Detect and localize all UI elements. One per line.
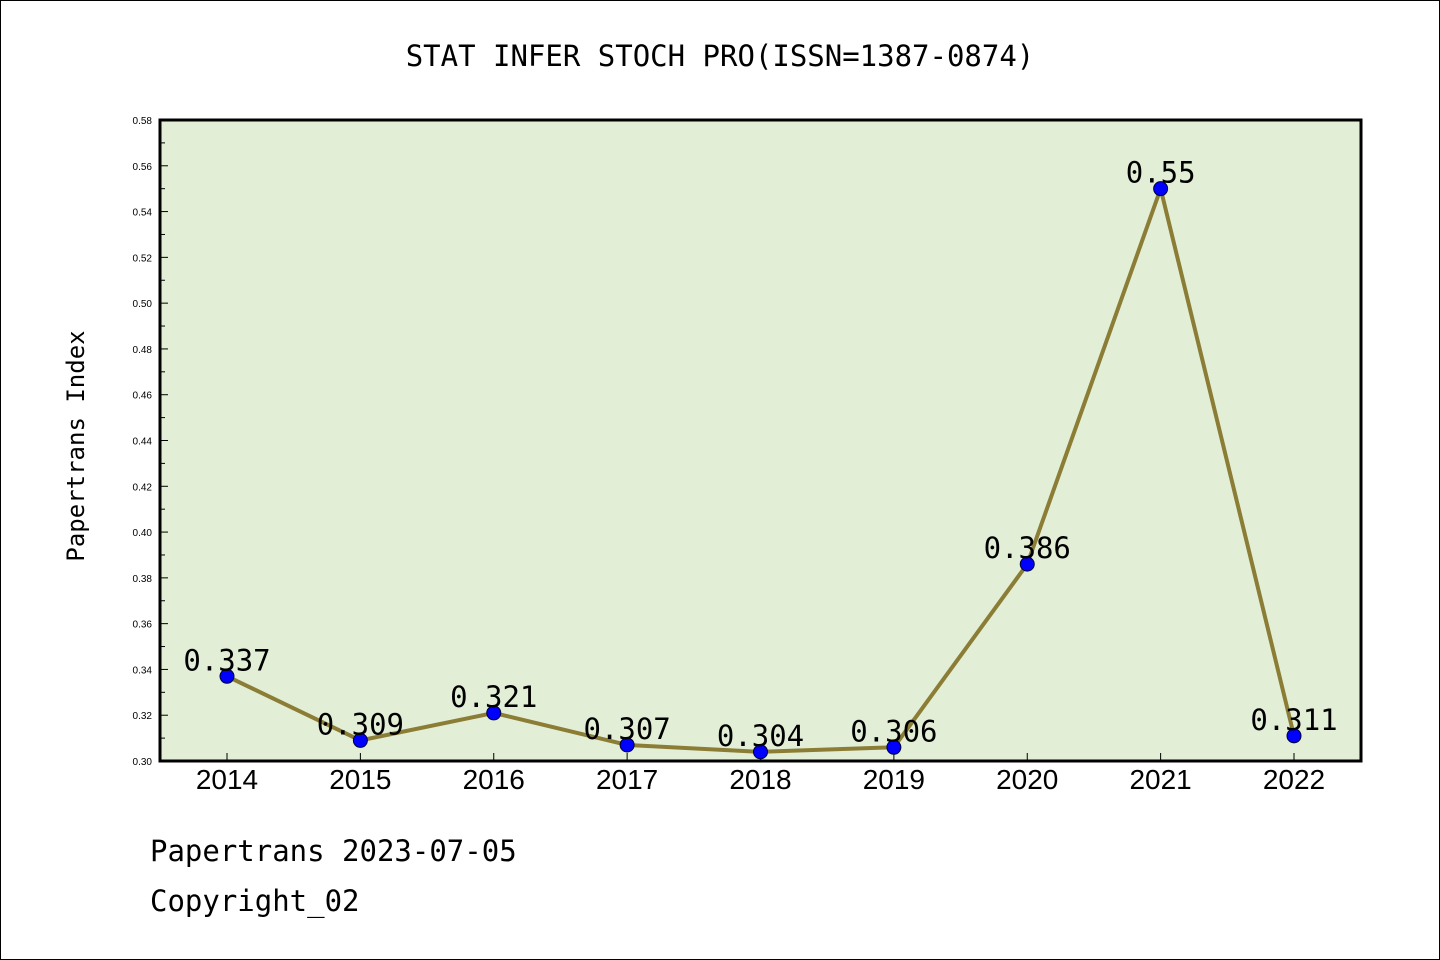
data-point — [753, 744, 768, 760]
data-label: 0.337 — [183, 643, 270, 677]
data-point — [219, 668, 235, 684]
data-label: 0.306 — [850, 714, 937, 748]
y-tick-label: 0.46 — [133, 391, 153, 402]
plot-area — [160, 120, 1361, 761]
y-tick-label: 0.56 — [133, 162, 153, 173]
data-point — [1019, 556, 1035, 572]
data-point — [619, 737, 635, 753]
x-tick-label: 2019 — [863, 764, 925, 795]
data-label: 0.309 — [317, 707, 404, 741]
x-tick-label: 2022 — [1263, 764, 1325, 795]
chart-title: STAT INFER STOCH PRO(ISSN=1387-0874) — [406, 39, 1035, 73]
y-tick-label: 0.32 — [133, 711, 153, 722]
y-axis: 0.30 0.32 0.34 0.36 0.38 0.40 0.42 0.44 0.46 0.48… — [133, 116, 168, 768]
data-label: 0.307 — [583, 712, 670, 746]
y-tick-label: 0.34 — [133, 665, 153, 676]
y-tick-label: 0.58 — [133, 116, 153, 127]
x-tick-label: 2014 — [196, 764, 258, 795]
y-tick-label: 0.36 — [133, 620, 153, 631]
y-tick-label: 0.48 — [133, 345, 153, 356]
x-tick-label: 2016 — [463, 764, 525, 795]
y-tick-label: 0.38 — [133, 574, 153, 585]
y-tick-label: 0.50 — [133, 299, 153, 310]
data-label: 0.386 — [984, 531, 1071, 565]
plot-border — [158, 118, 1363, 763]
y-tick-label: 0.42 — [133, 482, 153, 493]
y-tick-label: 0.44 — [133, 437, 153, 448]
y-axis-label: Papertrans Index — [62, 330, 90, 561]
data-point — [1286, 728, 1302, 744]
footer-date: Papertrans 2023-07-05 — [150, 834, 517, 868]
x-tick-label: 2018 — [729, 764, 791, 795]
x-tick-label: 2021 — [1129, 764, 1191, 795]
data-point — [886, 739, 902, 755]
y-tick-label: 0.30 — [133, 757, 153, 768]
data-point — [486, 705, 502, 721]
data-point — [352, 732, 368, 748]
footer-copyright: Copyright_02 — [150, 884, 360, 918]
series: 0.337 0.309 0.321 0.307 0.304 0.306 0.386 0.55 0… — [183, 156, 1338, 760]
x-tick-label: 2017 — [596, 764, 658, 795]
data-label: 0.321 — [450, 680, 537, 714]
data-label: 0.55 — [1126, 156, 1196, 190]
data-label: 0.311 — [1250, 703, 1337, 737]
data-point — [1153, 181, 1169, 197]
data-label: 0.304 — [717, 719, 804, 753]
x-tick-label: 2015 — [329, 764, 391, 795]
x-axis: 2014 2015 2016 2017 2018 2019 2020 2021 2022 — [196, 753, 1325, 795]
x-tick-label: 2020 — [996, 764, 1058, 795]
y-tick-label: 0.52 — [133, 253, 153, 264]
y-tick-label: 0.54 — [133, 208, 153, 219]
y-tick-label: 0.40 — [133, 528, 153, 539]
